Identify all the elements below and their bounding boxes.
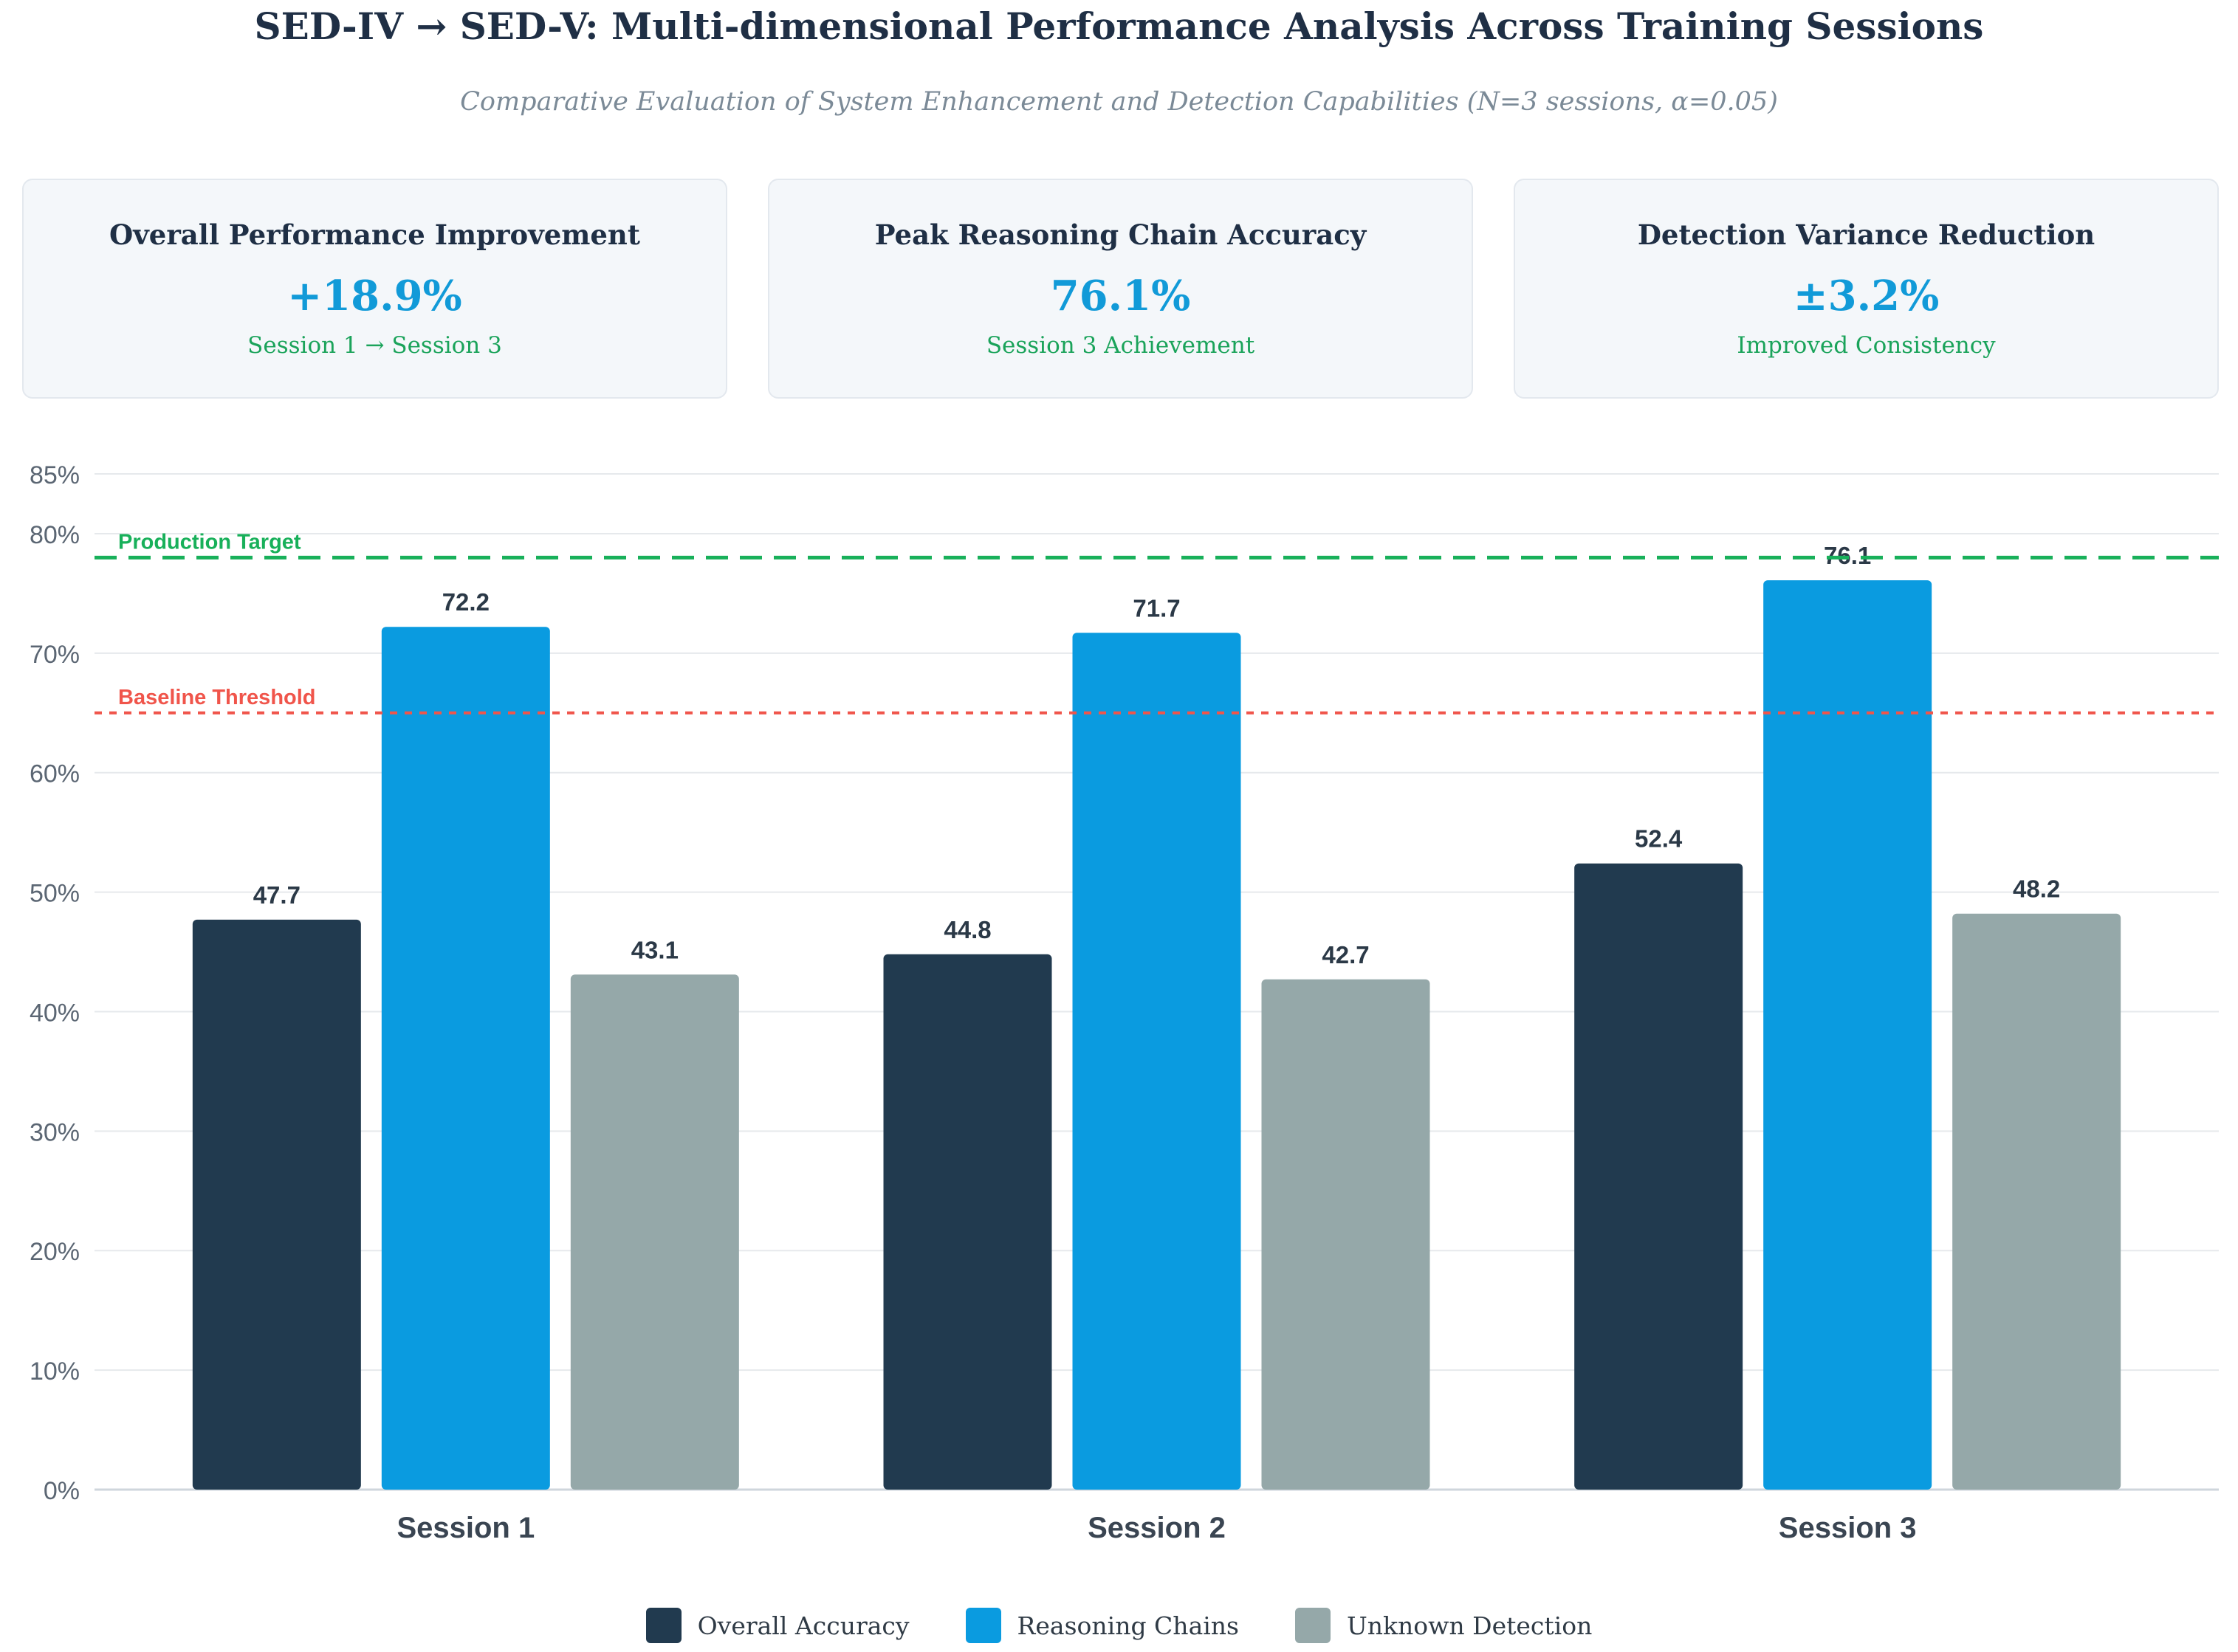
bar-value-label: 72.2 <box>442 588 490 616</box>
reference-line-label: Production Target <box>118 530 301 554</box>
bar-value-label: 71.7 <box>1133 594 1180 622</box>
card-value: 76.1% <box>1050 272 1191 320</box>
summary-card-variance: Detection Variance Reduction ±3.2% Impro… <box>1514 179 2219 399</box>
card-title: Overall Performance Improvement <box>109 218 640 251</box>
reference-line-label: Baseline Threshold <box>118 686 316 709</box>
summary-card-peak-accuracy: Peak Reasoning Chain Accuracy 76.1% Sess… <box>768 179 1473 399</box>
x-tick-label: Session 1 <box>397 1512 535 1544</box>
y-tick-label: 50% <box>30 880 80 908</box>
bar-value-label: 48.2 <box>2013 875 2060 903</box>
legend-item-unknown-detection[interactable]: Unknown Detection <box>1294 1608 1593 1643</box>
y-tick-label: 20% <box>30 1238 80 1266</box>
legend-item-overall-accuracy[interactable]: Overall Accuracy <box>645 1608 910 1643</box>
y-tick-label: 60% <box>30 760 80 788</box>
bar <box>1574 863 1743 1490</box>
bar <box>1952 913 2121 1490</box>
bar <box>1261 979 1430 1490</box>
y-tick-label: 10% <box>30 1357 80 1386</box>
x-tick-label: Session 3 <box>1779 1512 1917 1544</box>
summary-cards: Overall Performance Improvement +18.9% S… <box>22 179 2219 400</box>
bar-value-label: 43.1 <box>631 936 679 963</box>
chart-title: SED-IV → SED-V: Multi-dimensional Perfor… <box>254 4 1984 48</box>
x-tick-label: Session 2 <box>1088 1512 1226 1544</box>
bar <box>381 627 550 1490</box>
card-value: +18.9% <box>287 272 462 320</box>
bar-value-label: 42.7 <box>1322 941 1369 968</box>
y-tick-label: 40% <box>30 999 80 1027</box>
card-value: ±3.2% <box>1793 272 1940 320</box>
legend-label: Overall Accuracy <box>697 1611 910 1640</box>
card-note: Improved Consistency <box>1737 332 1996 359</box>
y-tick-label: 70% <box>30 641 80 669</box>
bar-value-label: 47.7 <box>253 881 301 909</box>
bar-chart: 0% 10% 20% 30% 40% 50% 60% 70% 80% 85% 47.7 72.2 43.… <box>30 461 2219 1544</box>
legend-label: Unknown Detection <box>1346 1611 1593 1640</box>
legend-item-reasoning-chains[interactable]: Reasoning Chains <box>965 1608 1239 1643</box>
chart-subtitle: Comparative Evaluation of System Enhance… <box>460 87 1778 117</box>
bar-value-label: 52.4 <box>1635 825 1683 853</box>
y-tick-label: 80% <box>30 521 80 549</box>
bar <box>192 919 361 1490</box>
bar <box>1072 633 1241 1490</box>
card-title: Peak Reasoning Chain Accuracy <box>874 218 1367 251</box>
bar <box>570 974 739 1490</box>
bar-value-label: 76.1 <box>1824 542 1871 569</box>
summary-card-improvement: Overall Performance Improvement +18.9% S… <box>22 179 727 399</box>
bar-value-label: 44.8 <box>944 916 991 943</box>
card-note: Session 3 Achievement <box>986 332 1255 359</box>
y-tick-label: 0% <box>44 1477 80 1505</box>
chart-legend: Overall Accuracy Reasoning Chains Unknow… <box>0 1603 2238 1648</box>
legend-swatch <box>965 1608 1001 1643</box>
card-note: Session 1 → Session 3 <box>247 332 502 359</box>
legend-label: Reasoning Chains <box>1017 1611 1239 1640</box>
legend-swatch <box>1294 1608 1331 1643</box>
bar <box>883 954 1052 1490</box>
legend-swatch <box>645 1608 682 1643</box>
card-title: Detection Variance Reduction <box>1637 218 2095 251</box>
y-tick-label: 30% <box>30 1118 80 1146</box>
bar <box>1763 580 1932 1490</box>
y-tick-label: 85% <box>30 461 80 489</box>
